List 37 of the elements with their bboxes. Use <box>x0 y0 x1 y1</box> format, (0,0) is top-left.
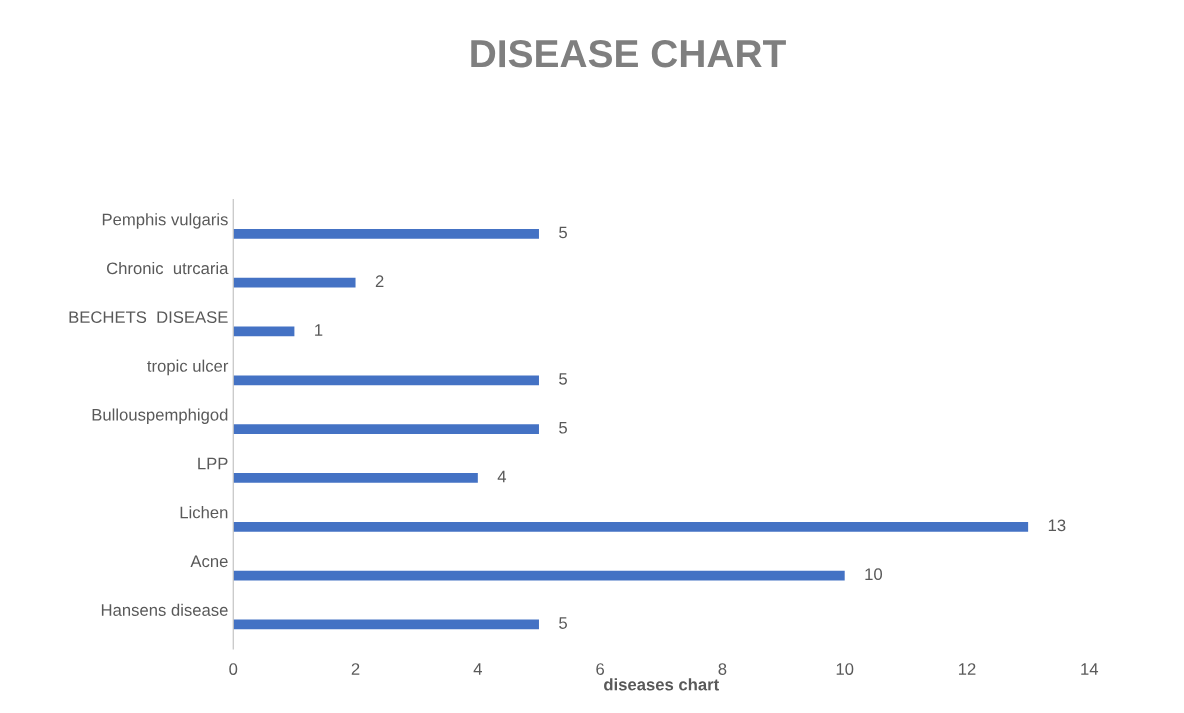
y-tick-label: Chronic utrcaria <box>106 261 229 275</box>
data-label: 1 <box>315 324 323 336</box>
bar <box>233 521 1029 532</box>
x-tick-label: 0 <box>229 663 238 675</box>
y-tick-label: Acne <box>190 555 228 568</box>
y-tick-label: LPP <box>198 457 228 470</box>
y-tick-label: Pemphis vulgaris <box>102 213 228 229</box>
x-tick-label: 10 <box>836 663 854 675</box>
y-tick-label: Hansens disease <box>101 603 228 616</box>
y-tick-label: Lichen <box>180 506 228 519</box>
x-axis-title: diseases chart <box>604 678 719 691</box>
y-tick-label: BECHETS DISEASE <box>69 311 228 324</box>
data-label: 5 <box>559 617 567 629</box>
data-label: 13 <box>1048 519 1066 532</box>
x-tick-label: 8 <box>718 663 727 675</box>
x-tick-label: 12 <box>958 663 976 675</box>
data-label: 2 <box>375 275 384 287</box>
bar <box>233 570 845 581</box>
data-label: 4 <box>497 470 507 483</box>
data-label: 5 <box>559 421 567 434</box>
chart-title: DISEASE CHART <box>471 39 786 68</box>
x-tick-label: 14 <box>1081 663 1099 675</box>
data-label: 5 <box>559 373 567 385</box>
data-label: 10 <box>865 568 883 581</box>
data-label: 5 <box>559 226 567 239</box>
bar <box>233 473 478 483</box>
x-tick-label: 4 <box>473 663 482 675</box>
bar <box>233 326 295 337</box>
y-tick-label: tropic ulcer <box>147 359 229 376</box>
bar <box>233 375 539 386</box>
bar <box>233 228 539 239</box>
bar <box>233 424 539 434</box>
x-tick-label: 6 <box>596 663 605 675</box>
x-tick-label: 2 <box>351 663 360 675</box>
bar <box>233 277 356 288</box>
y-tick-label: Bullouspemphigod <box>92 408 228 424</box>
bar <box>233 619 539 630</box>
